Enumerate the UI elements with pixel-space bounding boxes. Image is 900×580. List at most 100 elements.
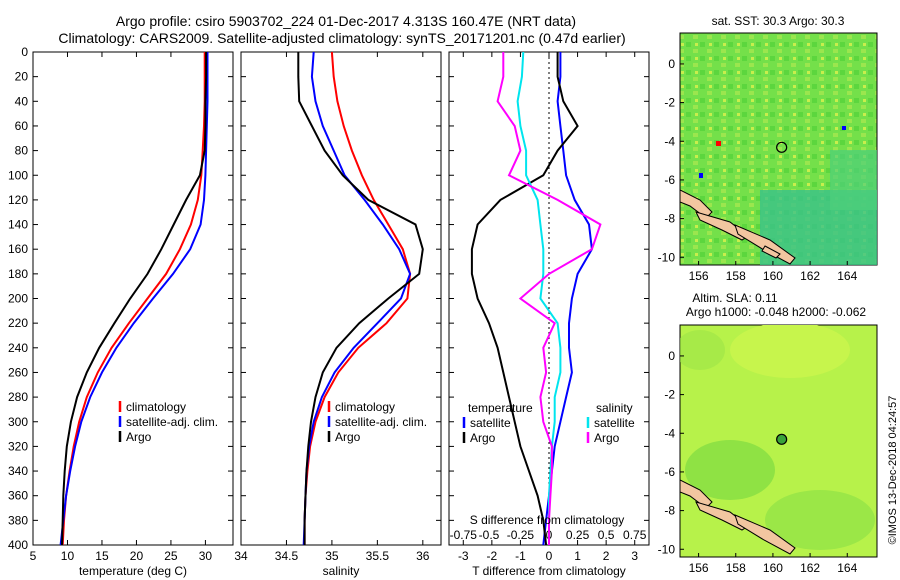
series-line-t-argo [470,52,579,546]
sla-region [730,325,850,378]
map-y-tick-label: -4 [664,134,675,148]
sla-map-axes: 156 158 160 162 164 0 -2 -4 -6 -8 -10 [658,349,858,575]
y-tick-label: 360 [8,489,28,503]
sla-region [765,490,875,550]
map-y-tick-label: -2 [664,96,675,110]
series-line-s-argo [496,52,602,545]
y-tick-label: 140 [8,218,28,232]
legend-label-climatology: climatology [126,400,186,414]
legend-label-argo: Argo [126,430,152,444]
legend-label-s-satellite: satellite [594,416,635,430]
y-tick-label: 340 [8,464,28,478]
map-y-tick-label: -10 [658,542,676,556]
y-tick-label: 220 [8,316,28,330]
difference-legend: temperature satellite Argo salinity sate… [462,401,635,445]
x-tick-label: 15 [95,549,109,563]
sst-cool-region [830,150,877,210]
y-tick-label: 0 [21,45,28,59]
legend-label-climatology: climatology [335,400,395,414]
y-tick-label: 260 [8,365,28,379]
legend-heading-salinity: salinity [596,401,633,415]
y-tick-label: 280 [8,390,28,404]
temperature-legend: climatology satellite-adj. clim. Argo [118,400,218,444]
legend-label-argo: Argo [335,430,361,444]
x-tick-label: 25 [164,549,178,563]
x-tick-label: 20 [130,549,144,563]
y-tick-label: 180 [8,267,28,281]
salinity-plot: 34 34.5 35 35.5 36 [234,51,441,563]
x-tick-label: 35.5 [366,549,390,563]
top-tick-label: 0.5 [598,528,615,542]
sla-region [685,440,775,500]
island-shape [761,245,781,259]
legend-heading-temperature: temperature [468,401,533,415]
sla-region [680,330,725,370]
y-tick-label: 380 [8,513,28,527]
sst-profile-marker [776,141,788,153]
map-x-tick-label: 156 [689,561,709,575]
temperature-panel [32,51,234,546]
top-tick-label: 0.25 [566,528,590,542]
legend-label-t-satellite: satellite [470,416,511,430]
map-x-tick-label: 156 [689,269,709,283]
map-x-tick-label: 162 [800,269,820,283]
legend-label-s-argo: Argo [594,431,620,445]
legend-label-satellite: satellite-adj. clim. [335,415,427,429]
map-y-tick-label: -8 [664,504,675,518]
x-tick-label: 30 [199,549,213,563]
x-tick-label: 3 [631,549,638,563]
x-tick-label: 35 [325,549,339,563]
series-line-argo [61,52,208,546]
top-tick-label: -0.5 [479,528,500,542]
difference-xlabel: T difference from climatology [472,564,626,578]
sla-map-title-2: Argo h1000: -0.048 h2000: -0.062 [686,305,866,319]
temperature-xlabel: temperature (deg C) [79,564,187,578]
x-tick-label: 1 [574,549,581,563]
top-tick-label: 0.75 [623,528,647,542]
sla-profile-marker [776,433,788,445]
x-tick-label: 10 [61,549,75,563]
y-tick-label: 160 [8,242,28,256]
x-tick-label: 36 [416,549,430,563]
x-tick-label: 2 [603,549,610,563]
top-tick-label: -0.75 [450,528,478,542]
x-tick-label: 34 [234,549,248,563]
sst-map: 156 158 160 162 164 0 -2 -4 -6 -8 -10 [658,32,878,283]
map-y-tick-label: 0 [668,349,675,363]
imos-credit: ©IMOS 13-Dec-2018 04:24:57 [887,396,899,545]
x-tick-label: 34.5 [275,549,299,563]
title-line-2: Climatology: CARS2009. Satellite-adjuste… [58,30,625,46]
series-line-argo [297,52,424,545]
y-tick-label: 100 [8,168,28,182]
x-tick-label: 0 [546,549,553,563]
map-y-tick-label: -6 [664,465,675,479]
y-tick-label: 240 [8,341,28,355]
island-shape [695,501,749,531]
map-y-tick-label: -6 [664,173,675,187]
y-tick-label: 320 [8,439,28,453]
map-y-tick-label: 0 [668,57,675,71]
map-y-tick-label: -4 [664,426,675,440]
y-tick-label: 400 [8,538,28,552]
map-x-tick-label: 162 [800,561,820,575]
depth-axis: 0 20 40 60 80 100 120 140 160 180 200 220 240 260 280 3… [8,45,28,552]
salinity-xlabel: salinity [323,564,360,578]
sst-cold-pixel [699,173,703,178]
x-tick-label: -2 [487,549,498,563]
title-line-1: Argo profile: csiro 5903702_224 01-Dec-2… [116,13,576,29]
map-x-tick-label: 160 [763,269,783,283]
y-tick-label: 40 [15,94,29,108]
legend-label-satellite: satellite-adj. clim. [126,415,218,429]
y-tick-label: 80 [15,144,29,158]
y-tick-label: 120 [8,193,28,207]
map-y-tick-label: -10 [658,250,676,264]
y-tick-label: 200 [8,292,28,306]
legend-label-t-argo: Argo [470,431,496,445]
series-line-satellite-adj-clim- [59,52,209,546]
island-shape [734,514,796,555]
map-y-tick-label: -2 [664,388,675,402]
sla-map: 156 158 160 162 164 0 -2 -4 -6 -8 -10 [658,324,878,575]
sst-warm-pixel [716,141,721,146]
difference-plot: -3 -2 -1 0 1 2 3-0.75 -0.5 -0.25 0 0.25 0.5 0.75 [449,51,649,563]
